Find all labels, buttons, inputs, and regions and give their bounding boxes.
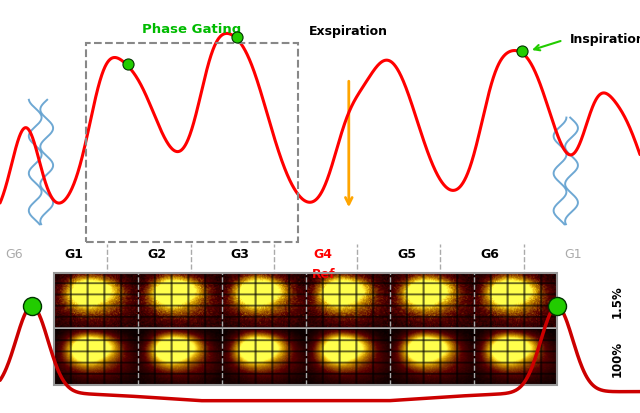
Text: Phase Gating: Phase Gating	[142, 23, 242, 36]
Text: G1: G1	[564, 247, 582, 260]
Text: G6: G6	[5, 247, 23, 260]
Text: G3: G3	[230, 247, 250, 260]
Text: Inspiration: Inspiration	[570, 33, 640, 46]
Text: G5: G5	[397, 247, 416, 260]
Text: G4: G4	[314, 247, 333, 260]
Text: Exspiration: Exspiration	[309, 25, 388, 38]
Text: 1.5%: 1.5%	[611, 285, 624, 317]
Text: 100%: 100%	[611, 340, 624, 376]
Text: G1: G1	[64, 247, 83, 260]
Text: Ref: Ref	[312, 267, 335, 280]
Bar	[86, 44, 298, 242]
Text: G2: G2	[147, 247, 166, 260]
Text: G6: G6	[480, 247, 499, 260]
Bar	[54, 273, 557, 385]
